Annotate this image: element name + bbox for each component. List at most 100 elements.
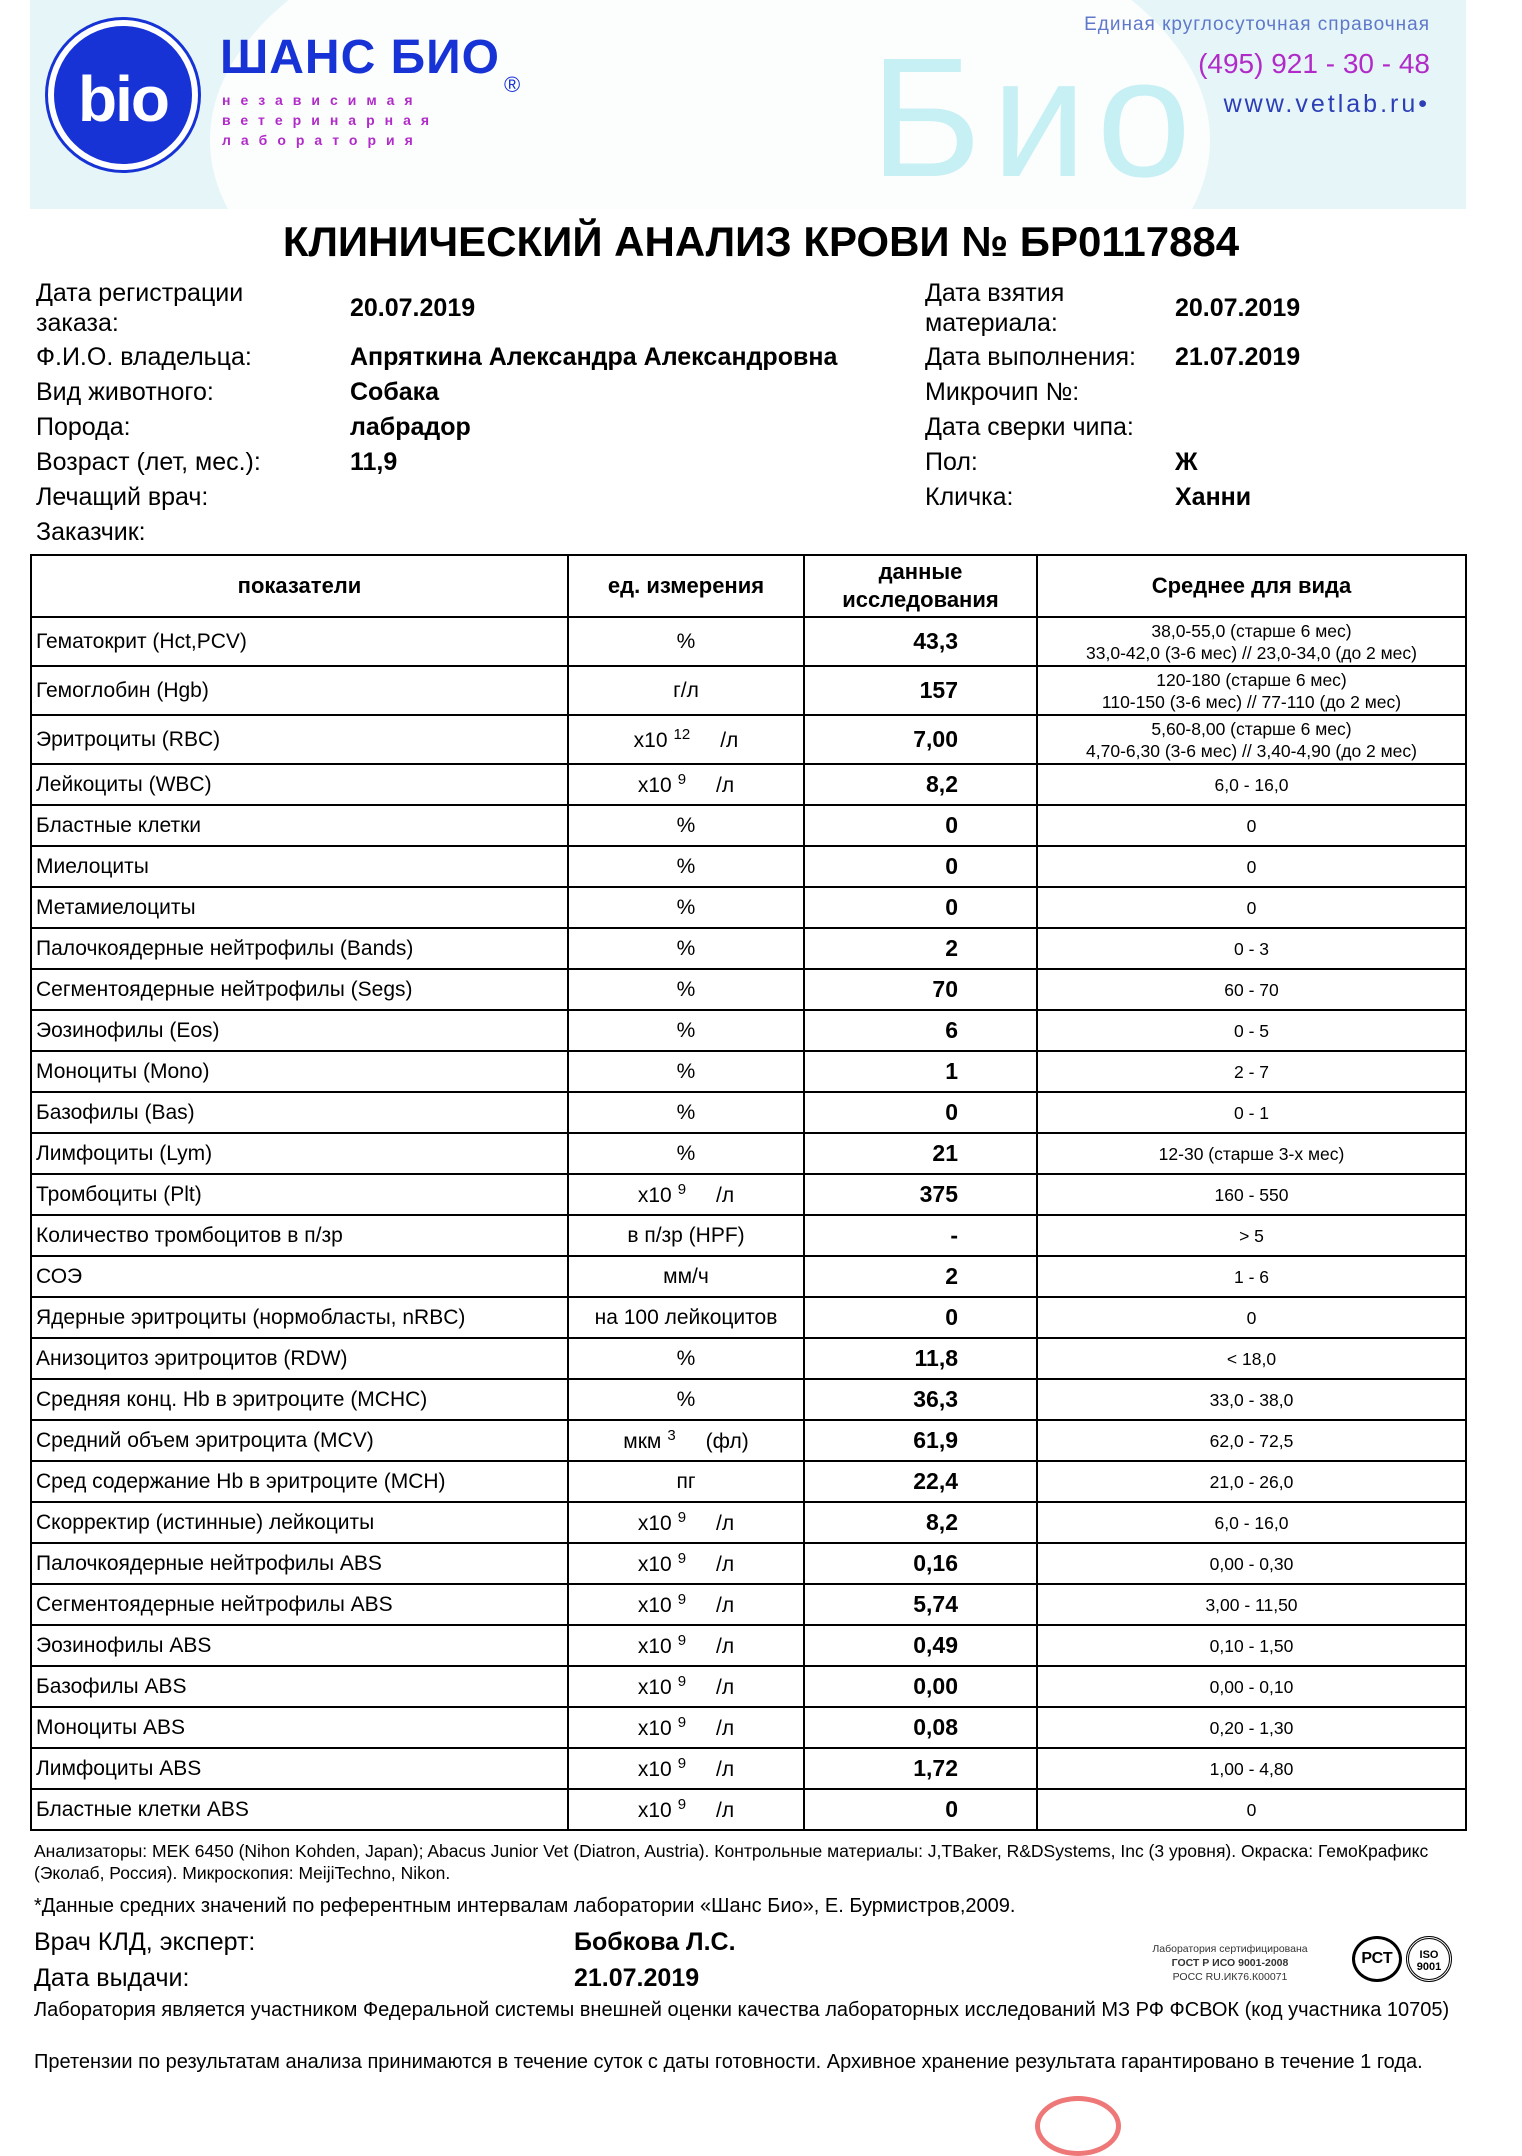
watermark: Био (870, 23, 1202, 209)
result-value: - (803, 1214, 1038, 1257)
unit-base: пг (676, 1469, 696, 1493)
issue-label: Дата выдачи: (34, 1964, 190, 1992)
reference-range: 38,0-55,0 (старше 6 мес) 33,0-42,0 (3-6 м… (1036, 616, 1467, 667)
reference-range: 2 - 7 (1036, 1050, 1467, 1093)
unit-cell: x10 9/л (567, 763, 805, 806)
reference-range: 0 - 3 (1036, 927, 1467, 970)
table-row: Моноциты (Mono) % 1 2 - 7 (30, 1050, 1467, 1093)
unit-cell: % (567, 1378, 805, 1421)
table-row: Гемоглобин (Hgb) г/л 157 120-180 (старше… (30, 665, 1467, 716)
unit-cell: x10 9/л (567, 1173, 805, 1216)
reference-line: 1,00 - 4,80 (1209, 1758, 1294, 1779)
indicator-name: Эритроциты (RBC) (30, 714, 569, 765)
indicator-name: Моноциты ABS (30, 1706, 569, 1749)
unit-base: x10 (637, 1184, 672, 1207)
indicator-name: Лимфоциты (Lym) (30, 1132, 569, 1175)
unit-suffix: /л (716, 774, 735, 797)
header-banner: bio ШАНС БИО ® независимая ветеринарная … (30, 0, 1466, 209)
unit-cell: % (567, 1091, 805, 1134)
reference-line: 0,00 - 0,30 (1209, 1553, 1294, 1574)
reference-line: 6,0 - 16,0 (1214, 774, 1289, 795)
unit-base: мкм (623, 1430, 662, 1453)
unit-base: мм/ч (663, 1264, 709, 1288)
reference-line: 0 (1246, 1307, 1257, 1328)
website-link[interactable]: www.vetlab.ru• (1223, 90, 1430, 118)
tagline-3: лаборатория (222, 132, 423, 148)
unit-exponent: 12 (673, 726, 691, 743)
unit-base: г/л (673, 678, 699, 702)
table-row: Скорректир (истинные) лейкоциты x10 9/л 8… (30, 1501, 1467, 1544)
result-value: 2 (803, 927, 1038, 970)
header-value: данные исследования (803, 554, 1038, 618)
info-label: Кличка: (925, 483, 1014, 511)
unit-base: x10 (637, 1676, 672, 1699)
indicator-name: Гематокрит (Hct,PCV) (30, 616, 569, 667)
indicator-name: Гемоглобин (Hgb) (30, 665, 569, 716)
unit-cell: x10 9/л (567, 1501, 805, 1544)
reference-range: > 5 (1036, 1214, 1467, 1257)
unit-base: x10 (637, 1799, 672, 1822)
phone: (495) 921 - 30 - 48 (1198, 48, 1430, 79)
table-row: Лейкоциты (WBC) x10 9/л 8,2 6,0 - 16,0 (30, 763, 1467, 806)
reference-range: < 18,0 (1036, 1337, 1467, 1380)
reference-line: 33,0 - 38,0 (1209, 1389, 1294, 1410)
reference-line: < 18,0 (1226, 1348, 1277, 1369)
hotline-label: Единая круглосуточная справочная (1084, 14, 1430, 35)
unit-suffix: /л (716, 1799, 735, 1822)
result-value: 0,08 (803, 1706, 1038, 1749)
reference-range: 0 (1036, 804, 1467, 847)
result-value: 8,2 (803, 1501, 1038, 1544)
table-row: Палочкоядерные нейтрофилы (Bands) % 2 0 … (30, 927, 1467, 970)
unit-cell: % (567, 927, 805, 970)
unit-cell: пг (567, 1460, 805, 1503)
cert-line: ГОСТ Р ИСО 9001-2008 (1171, 1957, 1289, 1969)
unit-cell: мкм 3 (фл) (567, 1419, 805, 1462)
indicator-name: Базофилы (Bas) (30, 1091, 569, 1134)
indicator-name: Лимфоциты ABS (30, 1747, 569, 1790)
iso-9001-icon: ISO 9001 (1406, 1936, 1452, 1982)
indicator-name: Палочкоядерные нейтрофилы (Bands) (30, 927, 569, 970)
reference-line: 6,0 - 16,0 (1214, 1512, 1289, 1533)
unit-cell: % (567, 1050, 805, 1093)
indicator-name: Эозинофилы ABS (30, 1624, 569, 1667)
unit-base: x10 (637, 1717, 672, 1740)
reference-line: 0,20 - 1,30 (1209, 1717, 1294, 1738)
result-value: 0 (803, 845, 1038, 888)
reference-range: 62,0 - 72,5 (1036, 1419, 1467, 1462)
table-row: Количество тромбоцитов в п/зр в п/зр (HP… (30, 1214, 1467, 1257)
unit-cell: x10 9/л (567, 1788, 805, 1831)
table-row: Палочкоядерные нейтрофилы ABS x10 9/л 0,1… (30, 1542, 1467, 1585)
table-row: Гематокрит (Hct,PCV) % 43,3 38,0-55,0 (с… (30, 616, 1467, 667)
info-label: Дата регистрации заказа: (36, 279, 244, 337)
indicator-name: Миелоциты (30, 845, 569, 888)
unit-suffix: /л (716, 1676, 735, 1699)
reference-range: 6,0 - 16,0 (1036, 763, 1467, 806)
info-value: Собака (350, 378, 440, 406)
table-row: Эритроциты (RBC) x10 12/л 7,00 5,60-8,00 … (30, 714, 1467, 765)
indicator-name: Средняя конц. Hb в эритроците (MCHC) (30, 1378, 569, 1421)
indicator-name: Палочкоядерные нейтрофилы ABS (30, 1542, 569, 1585)
unit-cell: % (567, 886, 805, 929)
unit-base: % (676, 629, 696, 653)
fsvok-note: Лаборатория является участником Федераль… (34, 1999, 1450, 2021)
reference-note: *Данные средних значений по референтным … (34, 1895, 1016, 1917)
unit-base: % (676, 1018, 696, 1042)
result-value: 0 (803, 886, 1038, 929)
info-label: Ф.И.О. владельца: (36, 343, 252, 371)
reference-line: > 5 (1239, 1225, 1264, 1246)
rst-certification-icon: РСТ (1352, 1936, 1402, 1982)
cert-line: Лаборатория сертифицирована (1152, 1943, 1308, 1955)
indicator-name: Тромбоциты (Plt) (30, 1173, 569, 1216)
indicator-name: Бластные клетки (30, 804, 569, 847)
table-row: Бластные клетки % 0 0 (30, 804, 1467, 847)
indicator-name: Лейкоциты (WBC) (30, 763, 569, 806)
indicator-name: Скорректир (истинные) лейкоциты (30, 1501, 569, 1544)
unit-exponent: 9 (677, 1714, 687, 1731)
unit-exponent: 9 (677, 771, 687, 788)
unit-cell: г/л (567, 665, 805, 716)
result-value: 5,74 (803, 1583, 1038, 1626)
tagline-1: независимая (222, 92, 423, 108)
result-value: 157 (803, 665, 1038, 716)
reference-line: 0 (1246, 856, 1257, 877)
result-value: 0 (803, 804, 1038, 847)
